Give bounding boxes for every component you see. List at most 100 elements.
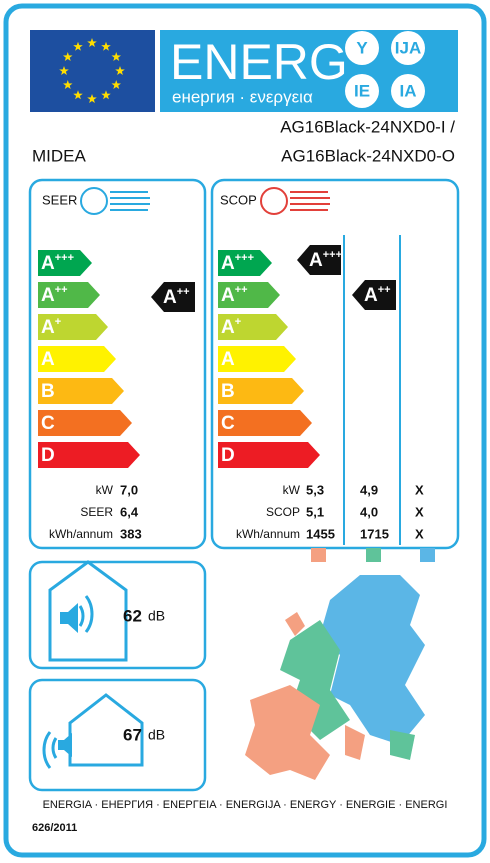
regulation: 626/2011 <box>32 822 77 834</box>
class-arrow <box>218 346 296 372</box>
star <box>115 66 125 75</box>
star <box>73 90 83 100</box>
energy-subtitle: енергия · ενεργεια <box>172 87 313 106</box>
row-label: kW <box>96 483 114 497</box>
climate-key <box>420 548 435 562</box>
row-label: kWh/annum <box>236 527 300 541</box>
class-label: A <box>221 349 235 370</box>
language-code: IE <box>354 81 370 100</box>
language-code: Y <box>356 38 368 57</box>
row-label: kWh/annum <box>49 527 113 541</box>
climate-key <box>366 548 381 562</box>
noise-panel <box>28 560 207 670</box>
row-value: 1455 <box>306 526 335 541</box>
star <box>73 41 83 51</box>
class-arrow <box>218 282 280 308</box>
star <box>63 52 73 61</box>
row-label: kW <box>283 483 301 497</box>
rating-arrow <box>297 245 341 275</box>
climate-map <box>245 575 425 780</box>
star <box>87 94 97 103</box>
class-arrow <box>38 346 116 372</box>
row-value: X <box>415 526 424 541</box>
speaker <box>58 733 72 757</box>
star <box>101 41 111 51</box>
footer-languages: ENERGIA · ЕНЕРГИЯ · ΕΝΕΡΓΕΙΑ · ENERGIJA … <box>43 799 448 811</box>
rating-arrow <box>151 282 195 312</box>
class-label: D <box>221 445 235 466</box>
cooling-label: SEER <box>42 192 77 207</box>
star <box>111 52 121 61</box>
row-label: SEER <box>80 505 113 519</box>
class-label: A+ <box>221 316 241 338</box>
star <box>59 66 69 75</box>
language-code: IJA <box>395 38 421 57</box>
supplier: MIDEA <box>32 146 87 165</box>
outdoor-noise-icon <box>42 693 144 769</box>
noise-unit: dB <box>148 727 165 743</box>
class-arrow <box>38 314 108 340</box>
row-value: 5,1 <box>306 504 324 519</box>
cooling-panel <box>28 178 207 550</box>
model: AG16Black-24NXD0-O <box>281 146 455 165</box>
class-label: C <box>41 413 55 434</box>
class-arrow <box>38 442 140 468</box>
star <box>63 80 73 89</box>
class-arrow <box>38 282 100 308</box>
language-badge <box>391 31 425 65</box>
class-arrow <box>218 314 288 340</box>
climate-key <box>311 548 326 562</box>
fan-icon <box>260 187 330 215</box>
row-value: 1715 <box>360 526 389 541</box>
class-label: C <box>221 413 235 434</box>
class-label: A+++ <box>41 252 74 274</box>
row-value: 383 <box>120 526 142 541</box>
class-label: D <box>41 445 55 466</box>
model: AG16Black-24NXD0-I / <box>280 117 455 136</box>
rating-label: A++ <box>364 284 391 306</box>
row-label: SCOP <box>266 505 300 519</box>
class-arrow <box>218 378 304 404</box>
class-label: A++ <box>41 284 68 306</box>
star <box>111 80 121 89</box>
class-arrow <box>218 442 320 468</box>
class-label: A+++ <box>221 252 254 274</box>
row-value: 6,4 <box>120 504 139 519</box>
class-label: B <box>41 381 55 402</box>
row-value: 4,9 <box>360 482 378 497</box>
class-arrow <box>38 378 124 404</box>
rating-label: A+++ <box>309 249 342 271</box>
row-value: X <box>415 504 424 519</box>
noise-unit: dB <box>148 608 165 624</box>
speaker <box>60 603 78 633</box>
rating-label: A++ <box>163 286 190 308</box>
class-arrow <box>38 410 132 436</box>
row-value: 4,0 <box>360 504 378 519</box>
row-value: 5,3 <box>306 482 324 497</box>
class-label: A++ <box>221 284 248 306</box>
noise-panel <box>28 678 207 792</box>
row-value: X <box>415 482 424 497</box>
language-badge <box>345 31 379 65</box>
language-badge <box>391 74 425 108</box>
rating-arrow <box>352 280 396 310</box>
language-badge <box>345 74 379 108</box>
star <box>101 90 111 100</box>
class-arrow <box>218 250 272 276</box>
energy-title: ENERG <box>170 34 348 90</box>
class-arrow <box>38 250 92 276</box>
heating-panel <box>210 178 460 550</box>
class-label: A <box>41 349 55 370</box>
indoor-noise-icon <box>48 560 128 662</box>
language-code: IA <box>400 81 417 100</box>
eu-stars <box>59 38 125 103</box>
fan-icon <box>80 187 150 215</box>
heating-label: SCOP <box>220 192 257 207</box>
class-arrow <box>218 410 312 436</box>
noise-value: 62 <box>123 606 142 625</box>
star <box>87 38 97 47</box>
noise-value: 67 <box>123 725 142 744</box>
row-value: 7,0 <box>120 482 138 497</box>
class-label: B <box>221 381 235 402</box>
